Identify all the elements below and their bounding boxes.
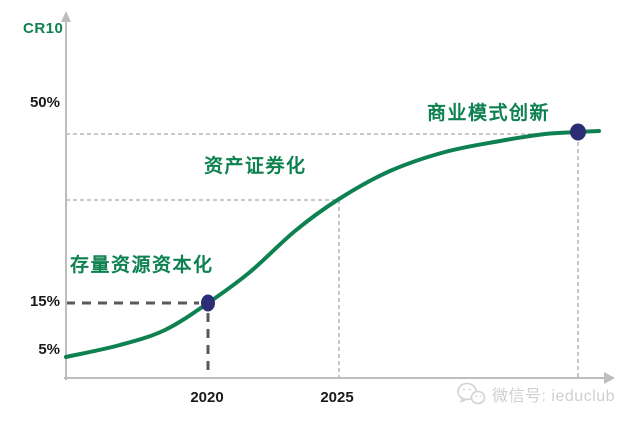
x-tick-2020: 2020: [190, 389, 224, 406]
annotation-phase-1: 存量资源资本化: [70, 255, 214, 276]
growth-curve: [64, 129, 601, 359]
y-tick-15: 15%: [29, 293, 60, 310]
x-tick-2025: 2025: [320, 389, 354, 406]
y-tick-50: 50%: [29, 94, 60, 111]
annotation-phase-2: 资产证券化: [204, 156, 307, 177]
y-tick-5: 5%: [38, 341, 60, 358]
watermark: 微信号: ieduclub: [456, 381, 615, 407]
data-point-dot: [570, 123, 586, 141]
wechat-icon: [457, 382, 486, 405]
watermark-text: 微信号: ieduclub: [492, 388, 615, 405]
data-point-dot: [201, 294, 215, 312]
y-axis-arrowhead: [61, 11, 71, 22]
y-axis-title: CR10: [23, 20, 64, 37]
annotation-phase-3: 商业模式创新: [427, 103, 551, 124]
x-axis-arrowhead: [604, 372, 615, 384]
